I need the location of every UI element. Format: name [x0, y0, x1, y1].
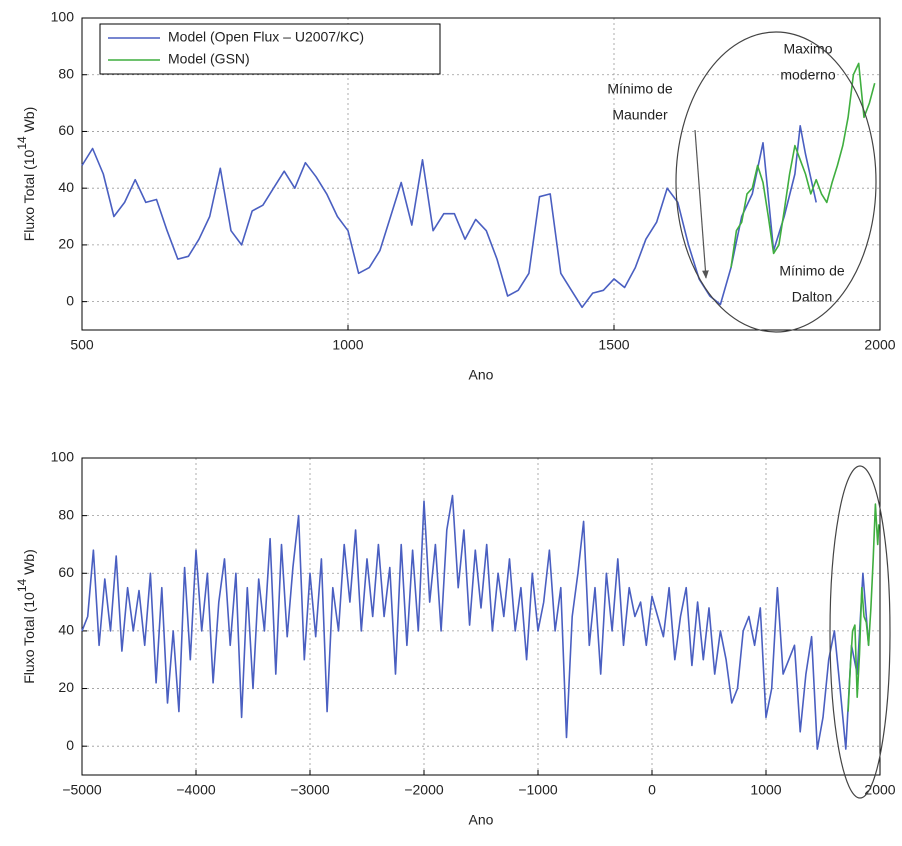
y-tick-label: 60: [58, 564, 74, 580]
annotation: moderno: [780, 67, 835, 83]
x-tick-label: −5000: [62, 782, 102, 798]
series-line: [730, 62, 876, 268]
plot-frame: [81, 17, 881, 331]
annotation-arrow: [694, 129, 709, 279]
series-line: [847, 503, 880, 712]
legend-label: Model (GSN): [168, 51, 250, 67]
y-axis-label-part: Wb): [21, 107, 37, 137]
highlight-ellipse: [829, 465, 891, 799]
x-tick-label: −1000: [518, 782, 558, 798]
x-tick-label: −4000: [176, 782, 216, 798]
legend-box: [99, 23, 441, 75]
x-tick-label: 1500: [598, 337, 629, 353]
annotation: Maximo: [783, 41, 832, 57]
highlight-ellipse: [675, 31, 877, 333]
y-tick-label: 80: [58, 506, 74, 522]
y-axis-label-part: Fluxo Total (10: [21, 149, 37, 241]
y-axis-label: Fluxo Total (1014 Wb): [15, 549, 37, 684]
x-tick-label: 500: [70, 337, 94, 353]
y-tick-label: 40: [58, 622, 74, 638]
annotation: Maunder: [612, 107, 668, 123]
y-axis-label: Fluxo Total (1014 Wb): [15, 107, 37, 242]
x-tick-label: 1000: [750, 782, 781, 798]
y-tick-label: 20: [58, 679, 74, 695]
y-tick-label: 100: [51, 449, 75, 465]
y-tick-label: 0: [66, 292, 74, 308]
y-axis-label-part: Wb): [21, 549, 37, 579]
y-axis-label-part: 14: [15, 578, 29, 592]
annotation: Mínimo de: [779, 263, 845, 279]
y-tick-label: 40: [58, 179, 74, 195]
series-line: [81, 494, 870, 750]
y-tick-label: 100: [51, 9, 75, 25]
plot-frame: [81, 457, 881, 776]
legend-label: Model (Open Flux – U2007/KC): [168, 29, 364, 45]
x-tick-label: 1000: [332, 337, 363, 353]
x-tick-label: 2000: [864, 782, 895, 798]
y-tick-label: 0: [66, 737, 74, 753]
annotation: Mínimo de: [607, 81, 673, 97]
y-tick-label: 60: [58, 122, 74, 138]
y-axis-label-part: Fluxo Total (10: [21, 592, 37, 684]
x-axis-label: Ano: [469, 812, 494, 828]
x-tick-label: −2000: [404, 782, 444, 798]
x-tick-label: −3000: [290, 782, 330, 798]
x-axis-label: Ano: [469, 367, 494, 383]
x-tick-label: 2000: [864, 337, 895, 353]
y-tick-label: 20: [58, 236, 74, 252]
y-axis-label-part: 14: [15, 136, 29, 150]
x-tick-label: 0: [648, 782, 656, 798]
annotation: Dalton: [792, 289, 832, 305]
y-tick-label: 80: [58, 65, 74, 81]
series-line: [81, 125, 817, 309]
